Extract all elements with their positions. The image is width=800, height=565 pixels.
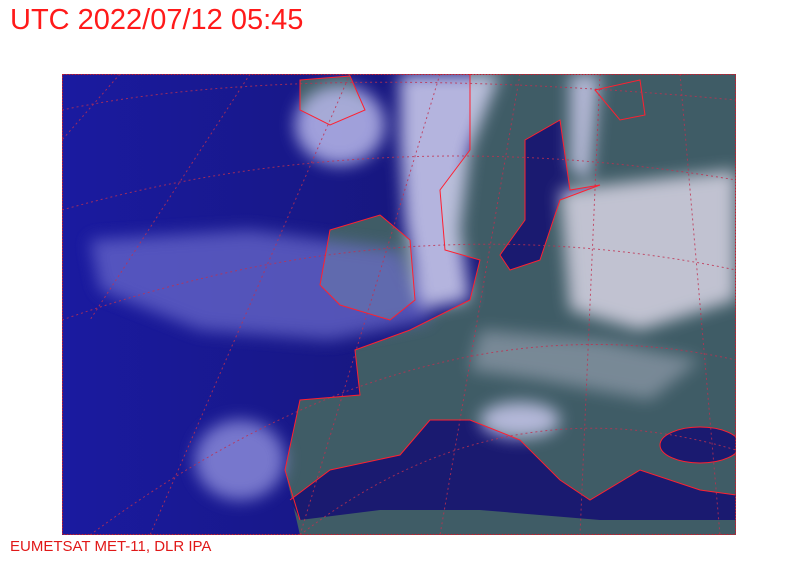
graticule [62, 74, 736, 535]
data-source-credit: EUMETSAT MET-11, DLR IPA [10, 538, 212, 555]
map-frame [62, 74, 736, 535]
timestamp-title: UTC 2022/07/12 05:45 [10, 4, 304, 36]
